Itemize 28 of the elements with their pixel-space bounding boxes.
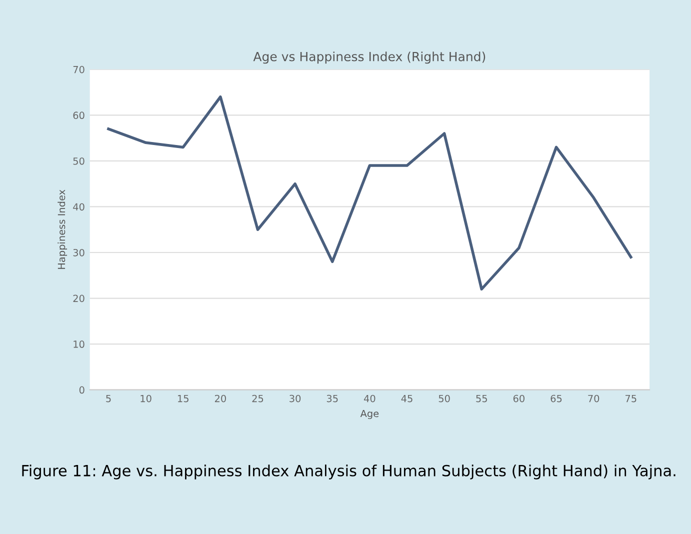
caption: Figure 11: Age vs. Happiness Index Analysis of Human Subjects (Right Hand) in Yajna.	[22, 464, 676, 480]
x-tick-label: 50	[438, 394, 450, 402]
chart-title: Age vs Happiness Index (Right Hand)	[253, 52, 486, 64]
x-tick-label: 30	[290, 394, 301, 402]
x-tick-label: 60	[513, 394, 524, 402]
y-tick-label: 60	[73, 112, 84, 120]
x-tick-label: 70	[588, 394, 600, 402]
y-tick-label: 20	[73, 294, 84, 302]
y-tick-label: 10	[74, 340, 84, 348]
x-tick-label: 40	[364, 394, 376, 402]
x-tick-label: 45	[401, 394, 412, 402]
y-tick-label: 40	[73, 203, 84, 211]
y-axis-title: Happiness Index	[58, 190, 68, 269]
x-tick-label: 75	[625, 394, 636, 402]
x-tick-label: 55	[476, 394, 487, 402]
x-axis-title: Age	[360, 410, 379, 420]
y-tick-label: 50	[73, 157, 84, 165]
x-tick-label: 25	[252, 394, 264, 402]
x-tick-label: 65	[550, 394, 562, 402]
x-tick-label: 35	[326, 394, 338, 402]
y-tick-label: 30	[73, 248, 84, 256]
x-tick-label: 5	[106, 394, 111, 402]
x-tick-label: 15	[178, 394, 188, 402]
x-tick-label: 10	[140, 394, 152, 402]
y-tick-label: 0	[79, 386, 84, 394]
y-tick-label: 70	[73, 66, 84, 74]
x-tick-label: 20	[214, 394, 226, 402]
line-series	[107, 95, 632, 291]
